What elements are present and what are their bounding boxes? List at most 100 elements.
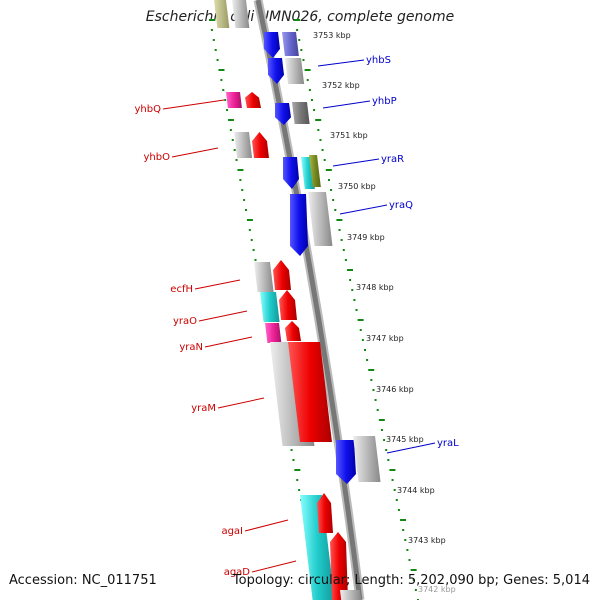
gene-grey-3[interactable] <box>308 192 333 246</box>
inner-tick <box>226 109 229 111</box>
inner-tick <box>224 99 227 101</box>
gene-top-grey[interactable] <box>232 0 250 28</box>
outer-tick <box>315 119 322 121</box>
kbp-label-3747: 3747 kbp <box>366 334 404 343</box>
gene-magenta-1[interactable] <box>226 92 242 108</box>
leader-agaI <box>244 519 289 532</box>
gene-yraL[interactable] <box>336 440 356 484</box>
outer-tick <box>410 569 417 571</box>
gene-label-ecfH[interactable]: ecfH <box>170 284 193 295</box>
topology-text: Topology: circular; Length: 5,202,090 bp… <box>232 573 590 588</box>
gene-yraN[interactable] <box>265 323 282 343</box>
gene-yraR[interactable] <box>283 157 299 189</box>
gene-grey-4[interactable] <box>254 262 274 292</box>
gene-label-yraN[interactable]: yraN <box>179 342 203 353</box>
gene-label-yhbO[interactable]: yhbO <box>144 152 171 163</box>
outer-tick <box>383 439 386 441</box>
leader-yraL <box>386 442 436 454</box>
outer-tick <box>402 529 405 531</box>
gene-label-yraR[interactable]: yraR <box>381 154 404 165</box>
gene-red-low-1[interactable] <box>317 493 333 533</box>
inner-tick <box>298 489 301 491</box>
gene-grey-2[interactable] <box>234 132 253 158</box>
gene-label-yhbS[interactable]: yhbS <box>366 55 391 66</box>
inner-tick <box>237 169 244 171</box>
gene-yhbO[interactable] <box>252 132 269 158</box>
outer-tick <box>378 419 385 421</box>
gene-yraO[interactable] <box>260 292 280 322</box>
gene-agaI[interactable] <box>300 495 335 600</box>
gene-grey-5[interactable] <box>353 436 381 482</box>
kbp-label-3745: 3745 kbp <box>386 435 424 444</box>
gene-grey-1[interactable] <box>285 58 305 84</box>
outer-tick <box>344 259 347 261</box>
outer-tick <box>357 319 364 321</box>
gene-label-yhbQ[interactable]: yhbQ <box>135 104 162 115</box>
gene-label-agaI[interactable]: agaI <box>221 526 243 537</box>
outer-tick <box>372 389 375 391</box>
kbp-label-3746: 3746 kbp <box>376 385 414 394</box>
gene-bottom-grey[interactable] <box>340 590 362 600</box>
outer-tick <box>376 409 379 411</box>
gene-yraN-b[interactable] <box>285 321 301 341</box>
gene-features <box>214 0 381 600</box>
inner-tick <box>252 249 255 251</box>
outer-tick <box>342 249 345 251</box>
gene-yhbS-a[interactable] <box>264 32 280 58</box>
gene-ecfH[interactable] <box>273 260 291 290</box>
gene-yraO-b[interactable] <box>279 290 297 320</box>
outer-tick <box>380 429 383 431</box>
leader-yhbQ <box>162 99 225 110</box>
gene-top-khaki[interactable] <box>214 0 230 28</box>
accession-text: Accession: NC_011751 <box>9 573 157 588</box>
kbp-label-3752: 3752 kbp <box>322 81 360 90</box>
inner-tick <box>248 229 251 231</box>
inner-tick <box>250 239 253 241</box>
gene-label-yraM[interactable]: yraM <box>191 403 216 414</box>
outer-tick <box>330 189 333 191</box>
gene-yhbS-b[interactable] <box>268 58 284 84</box>
inner-tick <box>243 199 246 201</box>
gene-yraM[interactable] <box>288 342 332 442</box>
inner-tick <box>245 209 248 211</box>
outer-tick <box>340 239 343 241</box>
inner-tick <box>209 19 215 21</box>
outer-tick <box>393 489 396 491</box>
inner-tick <box>294 469 301 471</box>
gene-label-agaD[interactable]: agaD <box>224 567 251 578</box>
gene-dgrey[interactable] <box>292 102 310 124</box>
kbp-label-3748: 3748 kbp <box>356 283 394 292</box>
outer-tick <box>323 159 326 161</box>
gene-yhbP[interactable] <box>275 103 291 125</box>
gene-olive[interactable] <box>309 155 321 187</box>
outer-tick <box>363 349 366 351</box>
gene-label-yraO[interactable]: yraO <box>173 316 197 327</box>
outer-tick <box>414 589 417 591</box>
outer-tick <box>298 39 301 41</box>
outer-tick <box>408 559 411 561</box>
inner-tick <box>227 119 234 121</box>
outer-tick <box>412 579 415 581</box>
outer-tick <box>302 59 305 61</box>
outer-tick <box>368 369 375 371</box>
outer-tick <box>321 149 324 151</box>
inner-tick <box>290 449 293 451</box>
outer-tick <box>325 169 332 171</box>
inner-tick <box>212 39 215 41</box>
gene-yraQ[interactable] <box>290 194 308 256</box>
kbp-label-3743: 3743 kbp <box>408 536 446 545</box>
gene-agaD[interactable] <box>330 532 348 600</box>
kbp-label-3744: 3744 kbp <box>397 486 435 495</box>
outer-tick <box>374 399 377 401</box>
gene-label-yraL[interactable]: yraL <box>437 438 459 449</box>
inner-tick <box>216 59 219 61</box>
outer-tick <box>310 99 313 101</box>
inner-tick <box>246 219 253 221</box>
outer-tick <box>327 179 330 181</box>
gene-violet[interactable] <box>282 32 299 56</box>
outer-tick <box>404 539 407 541</box>
gene-yhbQ[interactable] <box>245 92 261 108</box>
gene-label-yhbP[interactable]: yhbP <box>372 96 397 107</box>
gene-label-yraQ[interactable]: yraQ <box>389 200 413 211</box>
